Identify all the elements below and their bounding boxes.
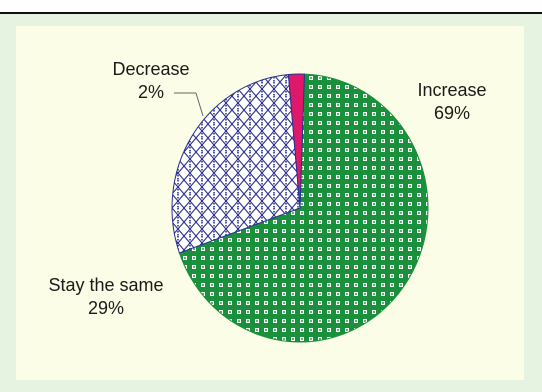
slice-label-stay-the-same-name: Stay the same xyxy=(48,275,164,295)
slice-label-stay-the-same-value: 29% xyxy=(87,298,125,318)
pie-chart xyxy=(171,73,429,343)
slice-label-increase: Increase 69% xyxy=(402,79,502,125)
slice-label-decrease: Decrease 2% xyxy=(96,58,206,104)
slice-label-increase-name: Increase xyxy=(417,80,487,100)
pie-slice-decrease xyxy=(287,73,305,209)
decrease-leader-line-2 xyxy=(195,92,204,117)
pie-slice-stay-the-same xyxy=(171,74,301,254)
slice-label-stay-the-same: Stay the same 29% xyxy=(16,274,196,320)
slice-label-increase-value: 69% xyxy=(433,103,471,123)
pie-slice-increase xyxy=(178,73,429,343)
slice-label-decrease-value: 2% xyxy=(137,82,164,102)
top-rule xyxy=(0,12,542,14)
plot-area: Decrease 2% Increase 69% Stay the same 2… xyxy=(16,26,524,380)
slice-label-decrease-name: Decrease xyxy=(112,59,190,79)
